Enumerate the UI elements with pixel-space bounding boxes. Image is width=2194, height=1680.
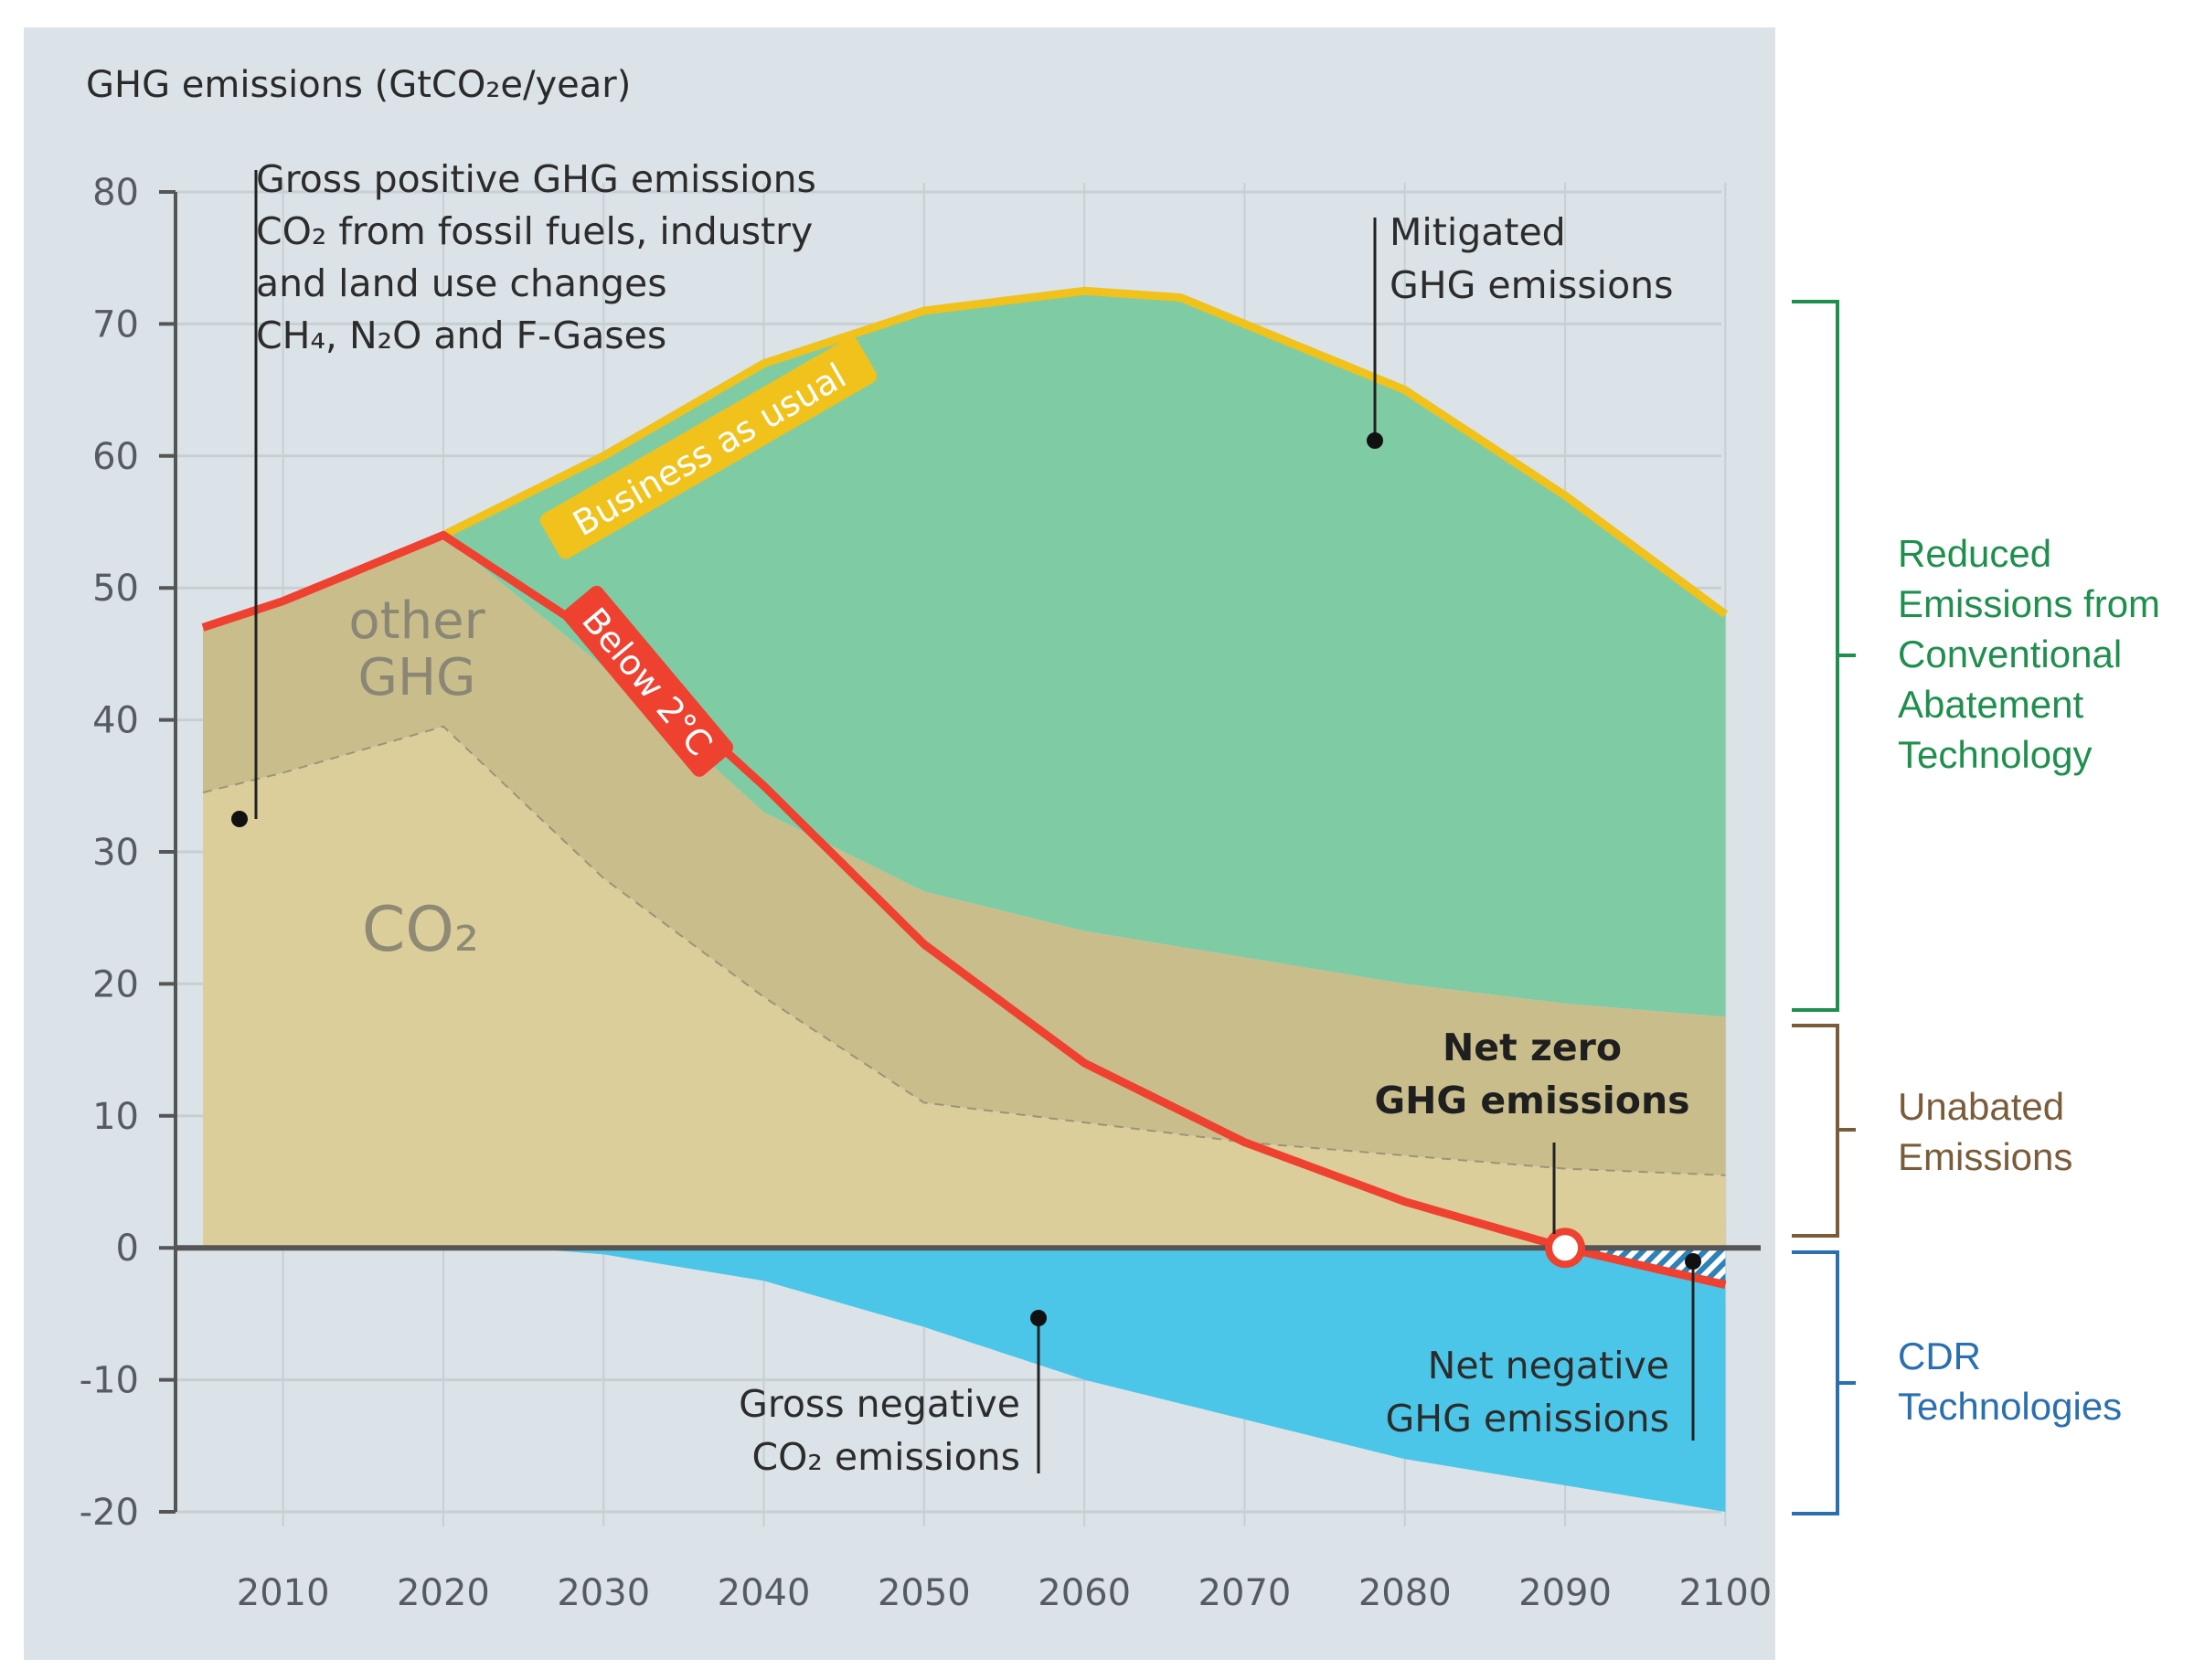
y-tick-label: 70 — [92, 303, 139, 346]
other-ghg-label-line2: GHG — [358, 648, 476, 707]
net-zero-line2: GHG emissions — [1374, 1079, 1689, 1122]
x-tick-label: 2030 — [557, 1572, 650, 1614]
gross-negative-dot — [1030, 1310, 1047, 1326]
gross-positive-line2: CO₂ from fossil fuels, industry — [256, 209, 813, 253]
net-zero-marker — [1545, 1228, 1586, 1269]
y-tick-label: 30 — [92, 832, 139, 874]
other-ghg-area — [203, 535, 1726, 1175]
net-negative-line2: GHG emissions — [1385, 1397, 1669, 1441]
y-tick-label: -10 — [80, 1360, 139, 1402]
cdr-technologies-label: CDR Technologies — [1898, 1331, 2122, 1431]
unabated-bracket — [1792, 1024, 1856, 1238]
reduced-emissions-label: Reduced Emissions from Conventional Abat… — [1898, 528, 2160, 780]
mitigated-area — [203, 291, 1726, 1017]
gross-positive-line3: and land use changes — [256, 261, 667, 305]
y-tick-label: 60 — [92, 436, 139, 478]
x-tick-label: 2050 — [878, 1572, 971, 1614]
mitigated-line1: Mitigated — [1390, 210, 1566, 254]
co2-area-label: CO₂ — [362, 894, 479, 966]
unabated-line2: Emissions — [1898, 1135, 2073, 1178]
y-tick-label: 0 — [116, 1228, 139, 1270]
series-lines — [201, 286, 1729, 1289]
gross-negative-line1: Gross negative — [739, 1382, 1020, 1426]
annotations — [1545, 1228, 1586, 1269]
x-tick-label: 2060 — [1038, 1572, 1131, 1614]
x-tick-label: 2020 — [397, 1572, 490, 1614]
y-tick-label: 80 — [92, 172, 139, 214]
x-tick-label: 2070 — [1198, 1572, 1292, 1614]
unabated-line1: Unabated — [1898, 1085, 2065, 1128]
gross-negative-line2: CO₂ emissions — [752, 1435, 1020, 1479]
y-axis-label: GHG emissions (GtCO₂e/year) — [86, 64, 631, 106]
y-tick-label: -20 — [80, 1492, 139, 1534]
reduced-line1: Reduced — [1898, 532, 2052, 575]
gross-positive-line4: CH₄, N₂O and F-Gases — [256, 314, 666, 357]
y-tick-label: 40 — [92, 700, 139, 742]
series-line-business-as-usual — [442, 286, 1729, 618]
x-tick-label: 2010 — [237, 1572, 330, 1614]
y-tick-label: 20 — [92, 963, 139, 1005]
reduced-bracket — [1792, 300, 1856, 1012]
co2-area — [203, 726, 1726, 1249]
unabated-emissions-label: Unabated Emissions — [1898, 1081, 2072, 1182]
mitigated-line2: GHG emissions — [1390, 263, 1674, 307]
reduced-line5: Technology — [1898, 733, 2093, 776]
cdr-bracket — [1792, 1250, 1856, 1515]
below2c-tag-bg — [562, 585, 734, 777]
x-tick-label: 2090 — [1518, 1572, 1612, 1614]
other-ghg-label-line1: other — [348, 591, 485, 651]
y-tick-label: 10 — [92, 1096, 139, 1138]
y-tick-label: 50 — [92, 568, 139, 610]
series-line-below-2c — [201, 530, 1727, 1289]
chart-panel: 80 70 60 50 40 30 20 10 0 -10 -20 2010 2020 2030 2040 2… — [24, 27, 1775, 1660]
net-negative-dot — [1685, 1253, 1701, 1270]
mitigated-dot — [1367, 432, 1383, 449]
net-zero-line1: Net zero — [1443, 1026, 1622, 1069]
cdr-line2: Technologies — [1898, 1385, 2123, 1428]
co2-boundary — [202, 725, 1726, 1176]
reduced-line4: Abatement — [1898, 683, 2084, 726]
x-tick-label: 2080 — [1358, 1572, 1452, 1614]
bau-tag-bg — [539, 336, 878, 559]
cdr-line1: CDR — [1898, 1334, 1981, 1377]
reduced-line2: Emissions from — [1898, 582, 2161, 625]
brackets — [1792, 300, 1856, 1515]
reduced-line3: Conventional — [1898, 633, 2123, 675]
gross-positive-line1: Gross positive GHG emissions — [256, 157, 816, 201]
x-tick-label: 2100 — [1678, 1572, 1772, 1614]
net-negative-line1: Net negative — [1428, 1344, 1669, 1388]
gross-negative-area — [203, 1248, 1726, 1512]
x-tick-label: 2040 — [718, 1572, 811, 1614]
gross-positive-dot — [231, 811, 248, 827]
